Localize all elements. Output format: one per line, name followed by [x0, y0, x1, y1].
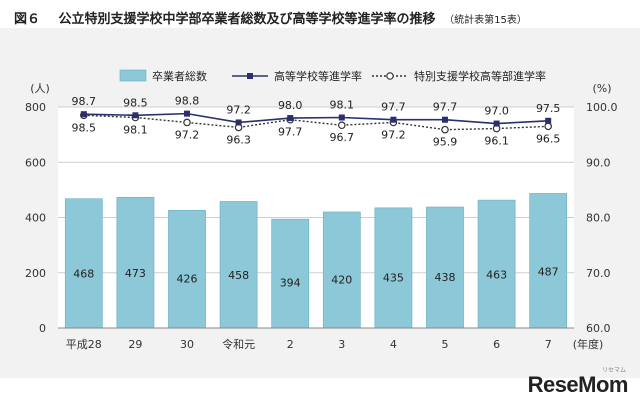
- point-high-school: [390, 116, 397, 123]
- point-special-school: [183, 118, 191, 127]
- right-tick-label: 70.0: [586, 267, 611, 280]
- category-label: 7: [545, 338, 552, 351]
- figure-title-text: 公立特別支援学校中学部卒業者総数及び高等学校等進学率の推移: [58, 12, 436, 27]
- point-special-school: [441, 125, 449, 134]
- bar: [219, 201, 258, 329]
- lines: [80, 110, 553, 134]
- special-school-value-label: 97.7: [278, 126, 303, 139]
- legend: 卒業者総数 高等学校等進学率 特別支援学校高等部進学率: [119, 69, 546, 83]
- bar: [374, 207, 413, 329]
- bar: [271, 218, 310, 329]
- high-school-value-label: 98.7: [72, 95, 97, 108]
- high-school-value-label: 98.5: [123, 96, 148, 109]
- category-label: 平成28: [66, 338, 102, 351]
- high-school-value-label: 98.0: [278, 99, 303, 112]
- line-high-school: [83, 112, 549, 125]
- figure-note: （統計表第15表）: [444, 15, 527, 26]
- axes: 0 200 400 600 800 60.0 70.0 80.0 90.0 100.0 (人) (%)…: [25, 82, 618, 351]
- category-label: 30: [180, 338, 194, 351]
- point-high-school: [184, 110, 190, 117]
- category-label: 2: [287, 338, 294, 351]
- bar: [64, 198, 103, 329]
- category-label: 3: [338, 338, 345, 351]
- right-tick-label: 100.0: [586, 101, 618, 114]
- high-school-value-label: 97.7: [381, 101, 406, 114]
- legend-label-special-school: 特別支援学校高等部進学率: [414, 69, 546, 83]
- resemom-logo: リセマム ReseMom: [527, 368, 629, 398]
- category-label: 令和元: [222, 337, 255, 351]
- figure-title: 図６ 公立特別支援学校中学部卒業者総数及び高等学校等進学率の推移 （統計表第15…: [14, 8, 527, 27]
- point-high-school: [545, 117, 552, 124]
- legend-label-high-school: 高等学校等進学率: [274, 69, 362, 83]
- bar-value-label: 426: [177, 273, 198, 286]
- category-label: 29: [128, 338, 142, 351]
- special-school-value-label: 96.3: [226, 133, 251, 146]
- figure-label: 図６: [14, 12, 41, 27]
- bar-value-label: 420: [331, 273, 352, 286]
- category-label: 5: [442, 338, 449, 351]
- x-axis-unit: (年度): [573, 337, 604, 351]
- logo-small-text: リセマム: [601, 368, 626, 374]
- legend-swatch-graduates: [119, 69, 147, 82]
- bar-value-label: 458: [228, 269, 249, 282]
- left-axis-unit: (人): [30, 82, 50, 95]
- bars: [64, 193, 568, 329]
- category-label: 4: [390, 338, 397, 351]
- point-high-school: [338, 114, 345, 121]
- bar-value-label: 435: [383, 272, 404, 285]
- bar: [426, 206, 464, 329]
- logo-text: ReseMom: [527, 372, 629, 397]
- high-school-value-label: 97.2: [226, 103, 251, 116]
- point-special-school: [337, 121, 346, 130]
- right-tick-label: 90.0: [586, 156, 611, 169]
- bar: [477, 199, 516, 329]
- bar-value-label: 394: [280, 276, 301, 289]
- line-special-school: [83, 114, 549, 131]
- bar: [322, 211, 361, 329]
- special-school-value-label: 95.9: [433, 136, 458, 149]
- special-school-value-label: 96.5: [536, 132, 561, 145]
- left-tick-label: 600: [25, 156, 46, 169]
- right-axis-unit: (%): [592, 82, 611, 95]
- left-tick-label: 800: [25, 101, 46, 114]
- high-school-value-label: 97.0: [484, 105, 509, 118]
- point-special-school: [544, 122, 553, 131]
- point-high-school: [493, 120, 500, 127]
- legend-marker-high-school: [247, 73, 253, 79]
- bar-value-label: 468: [73, 268, 94, 281]
- bar-value-label: 487: [538, 265, 559, 278]
- left-tick-label: 400: [25, 212, 46, 225]
- legend-marker-special-school: [386, 72, 394, 80]
- special-school-value-label: 96.7: [330, 131, 355, 144]
- bar: [168, 210, 206, 329]
- high-school-value-label: 98.1: [330, 98, 355, 111]
- labels: 468 473 426 458 394 420 435 438 463 487 98.5 98.1 97…: [72, 95, 561, 290]
- point-high-school: [132, 112, 139, 119]
- bar-value-label: 463: [486, 268, 507, 281]
- right-tick-label: 80.0: [586, 212, 611, 225]
- special-school-value-label: 96.1: [484, 135, 509, 148]
- special-school-value-label: 97.2: [381, 128, 406, 141]
- bar-value-label: 473: [125, 267, 146, 280]
- special-school-value-label: 97.2: [175, 128, 200, 141]
- high-school-value-label: 98.8: [175, 95, 200, 108]
- legend-label-graduates: 卒業者総数: [152, 69, 207, 83]
- bar: [116, 197, 155, 329]
- special-school-value-label: 98.5: [72, 121, 97, 134]
- right-tick-label: 60.0: [586, 322, 611, 335]
- special-school-value-label: 98.1: [123, 123, 148, 136]
- bar: [529, 193, 568, 329]
- point-high-school: [442, 116, 448, 123]
- point-high-school: [80, 111, 87, 118]
- point-high-school: [287, 115, 294, 122]
- bar-value-label: 438: [435, 271, 456, 284]
- category-label: 6: [493, 338, 500, 351]
- left-tick-label: 200: [25, 267, 46, 280]
- point-high-school: [235, 119, 242, 126]
- high-school-value-label: 97.5: [536, 102, 561, 115]
- high-school-value-label: 97.7: [433, 101, 458, 114]
- left-tick-label: 0: [39, 322, 46, 335]
